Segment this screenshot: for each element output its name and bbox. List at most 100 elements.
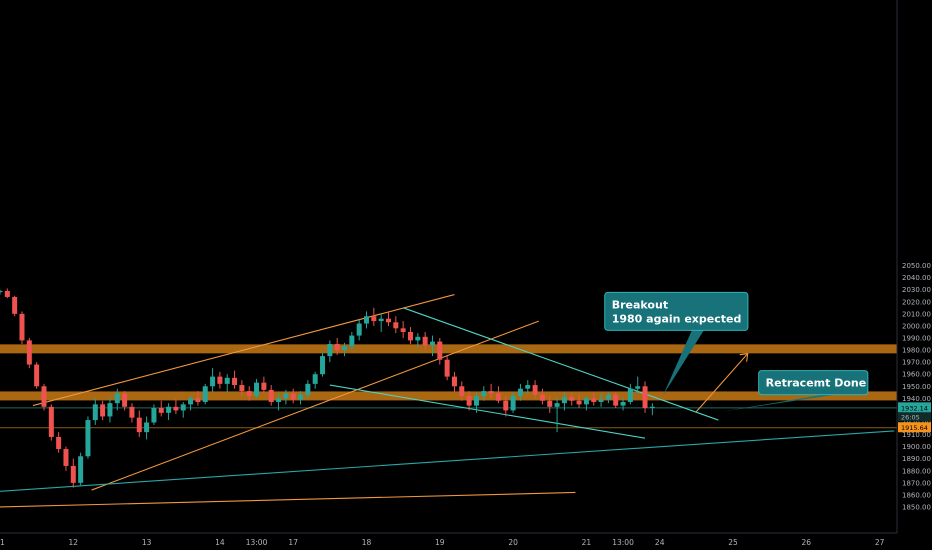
candle[interactable]: [613, 394, 619, 406]
candle[interactable]: [444, 359, 450, 377]
annotation-callout[interactable]: Retracemt Done: [722, 370, 869, 412]
trend-line[interactable]: [695, 353, 749, 412]
trend-line[interactable]: [0, 430, 895, 492]
candle[interactable]: [385, 318, 391, 323]
candle[interactable]: [635, 386, 641, 389]
candle[interactable]: [19, 313, 25, 341]
price-axis[interactable]: [897, 0, 932, 550]
candle[interactable]: [217, 376, 223, 384]
candle[interactable]: [276, 398, 282, 402]
time-axis[interactable]: [0, 533, 932, 550]
candle[interactable]: [554, 403, 560, 407]
candle[interactable]: [210, 376, 216, 387]
candle[interactable]: [503, 400, 509, 411]
candle[interactable]: [334, 344, 340, 351]
candle[interactable]: [129, 406, 135, 418]
candle[interactable]: [576, 400, 582, 405]
candle[interactable]: [239, 385, 245, 392]
candle[interactable]: [78, 456, 84, 483]
candle[interactable]: [114, 393, 120, 404]
candle[interactable]: [591, 398, 597, 402]
trend-line[interactable]: [329, 384, 646, 439]
candle[interactable]: [180, 404, 186, 411]
candle[interactable]: [144, 422, 150, 433]
candle[interactable]: [649, 406, 655, 408]
candle[interactable]: [415, 336, 421, 341]
candle[interactable]: [136, 417, 142, 433]
candle[interactable]: [393, 322, 399, 329]
candle[interactable]: [48, 406, 54, 437]
candle[interactable]: [34, 364, 40, 387]
candle[interactable]: [290, 393, 296, 400]
candle[interactable]: [437, 341, 443, 360]
candle[interactable]: [627, 388, 633, 402]
candle[interactable]: [451, 376, 457, 387]
candle[interactable]: [92, 404, 98, 421]
candle[interactable]: [481, 391, 487, 396]
trend-line[interactable]: [402, 307, 719, 421]
candle[interactable]: [356, 323, 362, 336]
candle[interactable]: [473, 395, 479, 406]
candle[interactable]: [107, 403, 113, 417]
candle[interactable]: [320, 356, 326, 375]
candle[interactable]: [312, 374, 318, 384]
candle[interactable]: [166, 406, 172, 413]
candle[interactable]: [151, 407, 157, 423]
candle[interactable]: [364, 316, 369, 324]
candle[interactable]: [122, 393, 128, 407]
candle[interactable]: [298, 394, 304, 400]
candle[interactable]: [173, 406, 179, 411]
candle[interactable]: [254, 382, 260, 396]
candle[interactable]: [327, 344, 333, 357]
candle[interactable]: [268, 389, 274, 402]
candle[interactable]: [305, 383, 311, 395]
candle[interactable]: [158, 407, 164, 413]
candle[interactable]: [459, 386, 465, 396]
candle[interactable]: [561, 397, 567, 404]
candle[interactable]: [605, 394, 611, 400]
candle[interactable]: [224, 377, 230, 384]
candle[interactable]: [12, 296, 18, 314]
candle[interactable]: [642, 386, 648, 408]
candle[interactable]: [85, 420, 91, 457]
candle[interactable]: [539, 394, 545, 401]
candle[interactable]: [407, 331, 413, 341]
candle[interactable]: [583, 398, 589, 405]
candle[interactable]: [349, 335, 355, 347]
candle[interactable]: [41, 386, 47, 407]
candle[interactable]: [378, 318, 384, 322]
candle[interactable]: [517, 388, 523, 396]
candle[interactable]: [188, 398, 194, 405]
support-resistance-zone[interactable]: [0, 391, 897, 401]
candle[interactable]: [429, 341, 435, 346]
candle[interactable]: [598, 399, 604, 402]
trend-line[interactable]: [91, 320, 539, 491]
candle[interactable]: [342, 346, 348, 351]
candle[interactable]: [620, 401, 626, 406]
candle[interactable]: [283, 393, 289, 399]
candle[interactable]: [510, 395, 516, 411]
candle[interactable]: [246, 391, 252, 396]
candle[interactable]: [532, 385, 538, 395]
candle[interactable]: [569, 397, 575, 401]
candle[interactable]: [195, 398, 201, 402]
candle[interactable]: [0, 290, 3, 293]
candle[interactable]: [400, 328, 406, 332]
candle[interactable]: [525, 385, 531, 389]
candle[interactable]: [26, 340, 32, 365]
candle[interactable]: [488, 391, 494, 394]
candle[interactable]: [56, 436, 62, 450]
candle[interactable]: [371, 316, 377, 322]
candle[interactable]: [466, 395, 472, 406]
candle[interactable]: [70, 465, 76, 483]
candle[interactable]: [232, 377, 238, 386]
candle[interactable]: [547, 400, 553, 407]
support-resistance-zone[interactable]: [0, 344, 897, 354]
trend-line[interactable]: [0, 491, 576, 508]
candle[interactable]: [422, 336, 428, 346]
candle[interactable]: [202, 386, 208, 402]
candle[interactable]: [63, 449, 69, 466]
candle[interactable]: [261, 382, 267, 390]
candle[interactable]: [100, 404, 106, 417]
